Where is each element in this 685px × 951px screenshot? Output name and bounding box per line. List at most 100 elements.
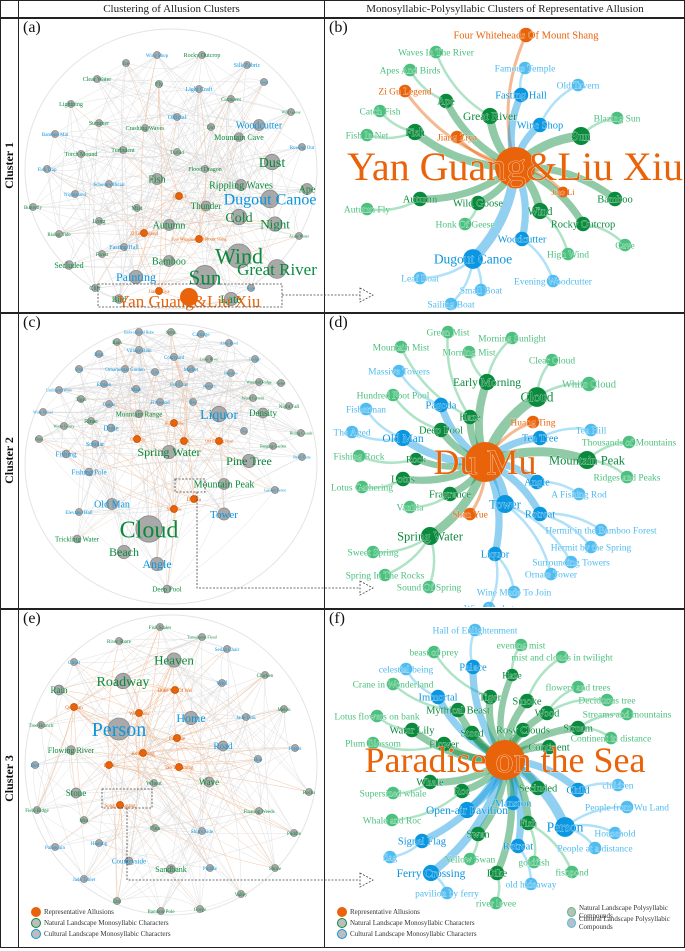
node-beach[interactable]: Beach	[109, 544, 139, 559]
node-tower[interactable]: Tower	[210, 507, 238, 521]
tree-node-tiger[interactable]: Tiger	[479, 689, 502, 705]
node-huang-ting[interactable]: Huang Ting	[164, 419, 184, 427]
tree-node-fasting-hall[interactable]: Fasting Hall	[495, 87, 547, 103]
node-guide[interactable]: Guide	[103, 400, 116, 408]
node-stone[interactable]: Stone	[66, 787, 87, 799]
tree-node-ornate-tower[interactable]: Ornate Tower	[525, 567, 578, 581]
tree-node-tea-tree[interactable]: Tea Tree	[522, 430, 559, 446]
tree-node-honk-of-geese[interactable]: Honk Of Geese	[435, 217, 495, 231]
node-forget[interactable]: Forget	[289, 744, 303, 752]
node-zi-gu-legend[interactable]: Zi Gu Legend	[130, 229, 159, 237]
node-painting[interactable]: Painting	[116, 269, 156, 284]
tree-node-secluded[interactable]: Secluded	[519, 780, 558, 796]
node-kong-rong[interactable]: Kong Rong	[131, 749, 155, 757]
node-mountain-range[interactable]: Mountain Range	[116, 409, 163, 418]
tree-node-plum-blossom[interactable]: Plum Blossom	[345, 736, 402, 750]
node-mist[interactable]: Mist	[79, 816, 89, 824]
node-du-mu[interactable]: Du Mu	[187, 495, 202, 503]
tree-node-children[interactable]: children	[602, 778, 634, 792]
node-tumultuous-flood[interactable]: Tumultuous Flood	[187, 633, 217, 641]
tree-node-the-aged[interactable]: The Aged	[333, 425, 371, 439]
node-turbid[interactable]: Turbid	[170, 148, 184, 156]
tree-node-lotus-gathering[interactable]: Lotus Gathering	[331, 480, 393, 494]
node-clear-water[interactable]: Clear Water	[83, 75, 112, 84]
tree-node-roc[interactable]: Roc	[453, 783, 471, 799]
tree-node-massive-towers[interactable]: Massive Towers	[368, 364, 430, 378]
tree-node-hermit-in-the-bamboo-forest[interactable]: Hermit in the Bamboo Forest	[545, 523, 657, 537]
node-trout[interactable]: Trout	[260, 78, 270, 86]
node-fly[interactable]: Fly	[155, 80, 163, 89]
node-field-ridge[interactable]: Field Ridge	[25, 806, 50, 814]
node-roadway[interactable]: Roadway	[97, 672, 150, 690]
tree-node-cave[interactable]: Cave	[615, 238, 635, 252]
node-rippling-waves[interactable]: Rippling Waves	[209, 179, 273, 192]
node-western[interactable]: Western	[202, 382, 216, 390]
node-old-fishing-boat[interactable]: Old Fishing Boat	[205, 437, 234, 445]
node-rain[interactable]: Rain	[112, 338, 122, 346]
node-qu-yuan[interactable]: Qu Yuan	[65, 703, 83, 711]
tree-node-fisherman[interactable]: Fisherman	[346, 402, 387, 416]
node-continent[interactable]: Continent	[221, 95, 241, 103]
node-light-craft[interactable]: Light Craft	[186, 85, 213, 94]
tree-node-jiang-ziya[interactable]: Jiang Ziya	[437, 130, 478, 144]
node-elevated-hall[interactable]: Elevated Hall	[65, 508, 93, 516]
tree-node-swan[interactable]: Swan	[466, 826, 491, 842]
tree-node-people-from-wu-land[interactable]: People from Wu Land	[585, 800, 670, 814]
node-mountain-cave[interactable]: Mountain Cave	[214, 132, 264, 142]
node-courtyard[interactable]: Courtyard	[164, 353, 185, 361]
tree-node-wood[interactable]: Wood	[534, 705, 561, 721]
node-dugout-canoe[interactable]: Dugout Canoe	[224, 189, 317, 209]
tree-node-people-at-a-distance[interactable]: People at a distance	[557, 841, 633, 855]
tree-node-flowers-and-trees[interactable]: flowers and trees	[545, 680, 611, 694]
node-secluded[interactable]: Secluded	[54, 260, 84, 270]
node-sedan-chair[interactable]: Sedan Chair	[215, 645, 240, 653]
tree-node-tower[interactable]: Tower	[489, 495, 522, 513]
tree-node-whale-and-roc[interactable]: Whale and Roc	[363, 813, 422, 827]
tree-node-waves-in-the-river[interactable]: Waves In The River	[398, 45, 475, 59]
node-bamboo[interactable]: Bamboo	[152, 255, 186, 268]
node-fish-scales[interactable]: Fish Scales	[149, 623, 172, 631]
node-ice[interactable]: Ice	[122, 59, 130, 67]
node-melon[interactable]: Melon	[277, 705, 291, 713]
node-sun[interactable]: Sun	[189, 265, 222, 289]
tree-node-fish[interactable]: Fish	[405, 123, 425, 141]
node-hop[interactable]: Hop	[254, 755, 263, 763]
node-lodger[interactable]: Lodger	[249, 355, 261, 363]
tree-node-person[interactable]: Person	[546, 817, 584, 837]
node-valley[interactable]: Valley	[235, 890, 248, 898]
node-rising-tide[interactable]: Rising Tide	[47, 230, 71, 238]
tree-node-water-lily[interactable]: Water Lily	[389, 722, 436, 738]
center-allusion[interactable]	[495, 147, 535, 187]
node-ring[interactable]: Ring	[75, 365, 83, 373]
node-gorge[interactable]: Gorge	[194, 905, 207, 913]
tree-node-supersized-whale[interactable]: Supersized whale	[359, 786, 427, 800]
node-sluice[interactable]: Sluice	[269, 864, 282, 872]
node-spring-water[interactable]: Spring Water	[137, 444, 201, 459]
tree-node-child[interactable]: Child	[566, 782, 591, 798]
tree-node-rocky-outcrop[interactable]: Rocky Outcrop	[551, 216, 615, 232]
node-flood-dragon[interactable]: Flood Dragon	[188, 165, 222, 174]
node-mask[interactable]: Mask	[130, 385, 142, 393]
tree-node-great-river[interactable]: Great River	[463, 107, 517, 125]
node-angle[interactable]: Angle	[142, 556, 172, 571]
tree-node-rock[interactable]: Rock	[406, 452, 426, 466]
node-turbulent[interactable]: Turbulent	[111, 146, 135, 155]
tree-node-autumn[interactable]: Autumn	[403, 191, 438, 207]
node-cold[interactable]: Cold	[225, 208, 253, 226]
tree-node-apes-and-birds[interactable]: Apes And Birds	[379, 63, 441, 77]
node-fish[interactable]: Fish	[148, 173, 166, 186]
tree-node-morning-mist[interactable]: Morning Mist	[442, 345, 496, 359]
tree-node-mountain-peak[interactable]: Mountain Peak	[549, 451, 626, 469]
tree-node-beast-of-prey[interactable]: beast of prey	[409, 645, 459, 659]
tree-node-fishing-rock[interactable]: Fishing Rock	[333, 449, 385, 463]
tree-node-deciduous-tree[interactable]: Deciduous tree	[578, 693, 636, 707]
node-firewood[interactable]: Firewood	[150, 398, 170, 406]
tree-node-cloud[interactable]: Cloud	[520, 387, 554, 407]
node-embroidered-robe[interactable]: Embroidered Robe	[124, 328, 155, 336]
tree-node-celestial-being[interactable]: celestial being	[378, 662, 434, 676]
node-silk-fabric[interactable]: Silk Fabric	[234, 61, 261, 70]
node-ghost[interactable]: Ghost	[68, 658, 81, 666]
node-fishing[interactable]: Fishing	[55, 449, 77, 458]
node-song-xiaogang[interactable]: Song Xiaogang	[105, 801, 136, 809]
node-tree-branch[interactable]: Tree Branch	[29, 721, 54, 729]
